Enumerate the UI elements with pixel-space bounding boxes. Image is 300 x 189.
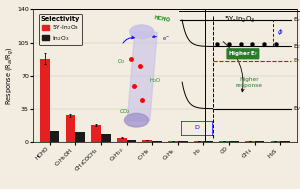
Bar: [40, 59, 50, 142]
Bar: [280, 141, 290, 142]
Bar: [127, 140, 136, 142]
Text: Higher
response: Higher response: [236, 77, 262, 88]
Text: Higher E$_F$: Higher E$_F$: [227, 49, 258, 58]
Bar: [245, 141, 255, 142]
FancyArrowPatch shape: [223, 42, 244, 92]
Text: E$_{vac}$: E$_{vac}$: [293, 15, 300, 25]
Text: H$_2$O: H$_2$O: [149, 76, 161, 85]
Y-axis label: Response (R$_a$/R$_g$): Response (R$_a$/R$_g$): [4, 46, 16, 105]
Ellipse shape: [130, 25, 154, 39]
Text: 5Y-In$_2$O$_3$: 5Y-In$_2$O$_3$: [224, 15, 255, 25]
Bar: [91, 125, 101, 142]
Bar: [255, 141, 264, 142]
Bar: [229, 141, 239, 142]
Bar: [152, 141, 162, 142]
Text: CO$_2$: CO$_2$: [119, 107, 131, 116]
Text: D: D: [194, 125, 199, 130]
Text: HCHO: HCHO: [153, 15, 170, 23]
Bar: [142, 140, 152, 142]
Text: E$_C$: E$_C$: [293, 42, 300, 51]
Bar: [75, 132, 85, 142]
Bar: [66, 115, 75, 142]
Text: e$^-$: e$^-$: [153, 35, 171, 43]
Bar: [271, 141, 280, 142]
Legend: 5Y-In$_2$O$_3$, In$_2$O$_3$: 5Y-In$_2$O$_3$, In$_2$O$_3$: [39, 14, 82, 45]
Text: $\phi$: $\phi$: [277, 27, 283, 37]
Text: E$_F$: E$_F$: [293, 57, 300, 66]
Text: O$_2$: O$_2$: [117, 57, 125, 66]
Bar: [219, 141, 229, 142]
Bar: [194, 141, 203, 142]
Bar: [50, 131, 59, 142]
Text: E$_V$: E$_V$: [293, 104, 300, 113]
Bar: [178, 141, 188, 142]
Bar: [117, 138, 127, 142]
Bar: [168, 141, 178, 142]
Bar: [203, 141, 213, 142]
Bar: [101, 134, 111, 142]
Ellipse shape: [124, 113, 148, 127]
FancyArrowPatch shape: [123, 36, 134, 43]
